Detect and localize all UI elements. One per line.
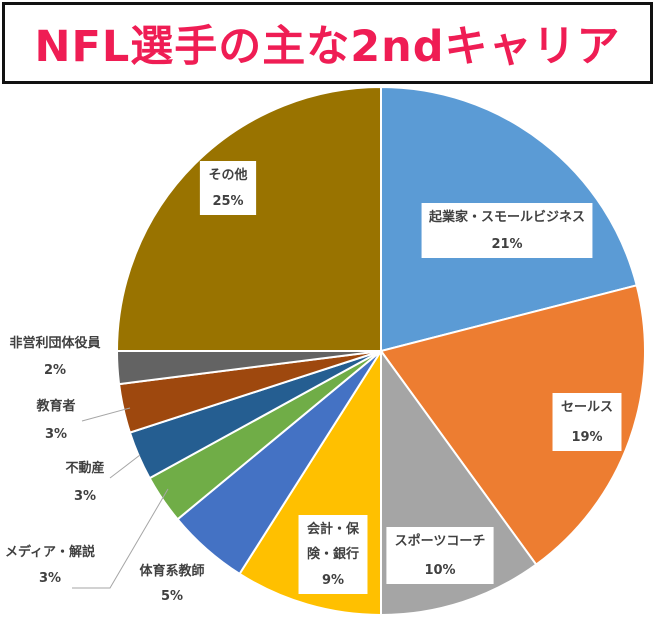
slice-category-label: 会計・保 bbox=[307, 521, 360, 537]
slice-value-label: 2% bbox=[44, 363, 66, 378]
pie-slice bbox=[379, 284, 646, 566]
slice-value-label: 25% bbox=[212, 194, 243, 209]
slice-value-label: 21% bbox=[491, 237, 522, 252]
slice-label: セールス 19% bbox=[552, 393, 622, 451]
slice-category-label: その他 bbox=[208, 167, 247, 183]
slice-label: 体育系教師 5% bbox=[139, 563, 204, 604]
title-box: NFL選手の主な2ndキャリア bbox=[2, 2, 653, 84]
slice-value-label: 3% bbox=[45, 427, 67, 442]
slice-label: 不動産 3% bbox=[65, 454, 141, 504]
slice-category-label: 起業家・スモールビジネス bbox=[428, 209, 585, 225]
slice-category-label: セールス bbox=[561, 400, 613, 415]
label-box bbox=[386, 527, 494, 584]
slice-label: 教育者 3% bbox=[35, 398, 131, 442]
label-box bbox=[199, 161, 257, 215]
slice-category-label: スポーツコーチ bbox=[395, 533, 486, 549]
slice-value-label: 10% bbox=[424, 563, 455, 578]
slice-category-label: 体育系教師 bbox=[139, 563, 204, 579]
slice-label: 起業家・スモールビジネス 21% bbox=[421, 203, 593, 258]
slice-category-label: メディア・解説 bbox=[5, 544, 95, 560]
slice-label: メディア・解説 3% bbox=[5, 488, 169, 589]
chart-title: NFL選手の主な2ndキャリア bbox=[34, 22, 621, 72]
slice-value-label: 19% bbox=[571, 430, 602, 445]
leader-line bbox=[109, 454, 141, 479]
slice-label: その他 25% bbox=[199, 161, 257, 215]
slice-label: 会計・保険・銀行 9% bbox=[298, 515, 368, 594]
slice-value-label: 9% bbox=[322, 573, 344, 588]
label-box bbox=[298, 515, 368, 594]
pie-slice bbox=[115, 85, 382, 352]
slice-value-label: 3% bbox=[39, 571, 61, 586]
slice-category-label: 不動産 bbox=[65, 460, 104, 476]
slice-value-label: 5% bbox=[161, 589, 183, 604]
slice-category-label: 教育者 bbox=[35, 398, 75, 414]
label-box bbox=[552, 393, 622, 451]
label-box bbox=[421, 203, 593, 258]
slice-label: 非営利団体役員 2% bbox=[9, 335, 100, 378]
slice-label: スポーツコーチ 10% bbox=[386, 527, 494, 584]
leader-line bbox=[72, 488, 169, 589]
leader-line bbox=[81, 407, 131, 422]
slice-category-label: 非営利団体役員 bbox=[9, 335, 100, 351]
slice-category-label: 険・銀行 bbox=[307, 546, 359, 562]
slice-value-label: 3% bbox=[74, 489, 96, 504]
